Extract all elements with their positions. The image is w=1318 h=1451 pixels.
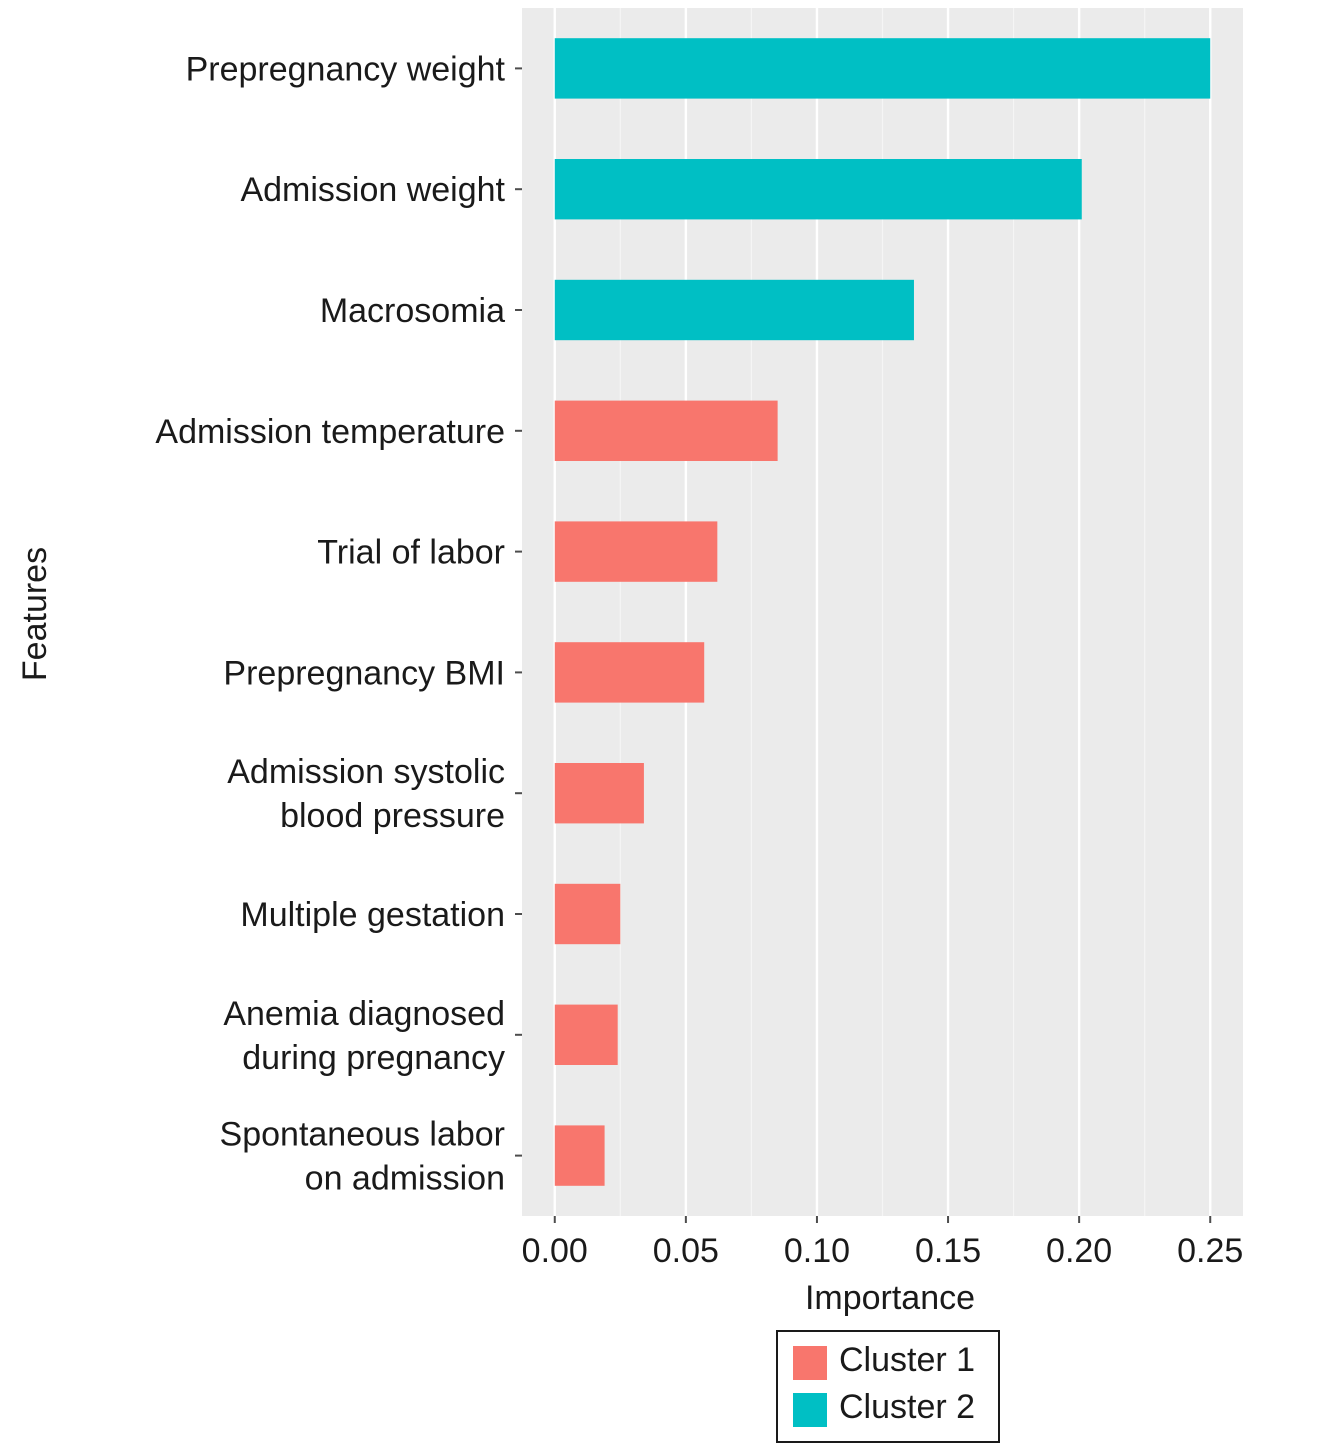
bar bbox=[554, 279, 914, 341]
legend-label-cluster-1: Cluster 1 bbox=[839, 1341, 975, 1379]
x-axis-title: Importance bbox=[805, 1279, 975, 1317]
bar bbox=[554, 1125, 605, 1186]
legend-label-cluster-2: Cluster 2 bbox=[839, 1388, 975, 1426]
y-tick-label: Prepregnancy BMI bbox=[223, 654, 505, 692]
bar bbox=[554, 38, 1211, 99]
x-axis: 0.00 0.05 0.10 0.15 0.20 0.25 bbox=[522, 1216, 1243, 1270]
y-tick-label: Admission systolic blood pressure bbox=[227, 753, 505, 835]
legend-key-cluster-2 bbox=[793, 1393, 827, 1427]
bar bbox=[554, 400, 778, 461]
y-tick-label: Macrosomia bbox=[320, 292, 505, 330]
x-tick-label: 0.05 bbox=[653, 1232, 719, 1270]
x-tick-label: 0.20 bbox=[1046, 1232, 1112, 1270]
y-tick-label: Multiple gestation bbox=[240, 896, 505, 934]
legend-key-cluster-1 bbox=[793, 1346, 827, 1380]
y-tick-label: Admission weight bbox=[240, 171, 505, 209]
x-tick-label: 0.15 bbox=[915, 1232, 981, 1270]
y-axis-title: Features bbox=[16, 547, 54, 681]
y-tick-label: Prepregnancy weight bbox=[186, 50, 506, 88]
bar bbox=[554, 763, 644, 824]
legend: Cluster 1 Cluster 2 bbox=[776, 1330, 1000, 1443]
x-tick-label: 0.00 bbox=[522, 1232, 588, 1270]
x-tick-label: 0.10 bbox=[784, 1232, 850, 1270]
y-tick-label: Spontaneous labor on admission bbox=[220, 1116, 505, 1198]
bar bbox=[554, 883, 621, 945]
y-tick-label: Anemia diagnosed during pregnancy bbox=[223, 995, 505, 1077]
bar bbox=[554, 521, 718, 582]
y-tick-label: Trial of labor bbox=[317, 534, 505, 572]
bar bbox=[554, 1004, 618, 1065]
bar bbox=[554, 159, 1082, 220]
bars bbox=[554, 38, 1211, 1186]
bar bbox=[554, 642, 705, 703]
y-axis: Prepregnancy weight Admission weight Macro… bbox=[155, 50, 522, 1198]
y-tick-label: Admission temperature bbox=[155, 413, 505, 451]
x-tick-label: 0.25 bbox=[1177, 1232, 1243, 1270]
